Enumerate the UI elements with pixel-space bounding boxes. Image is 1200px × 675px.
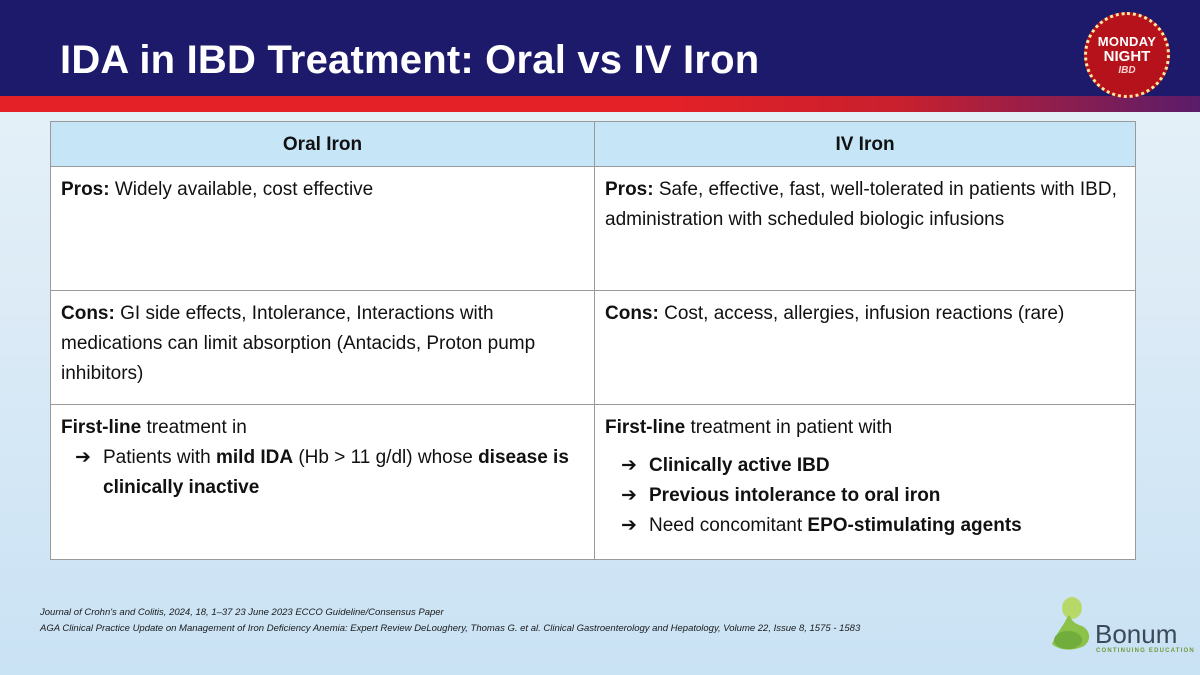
first-line-label: First-line	[605, 417, 686, 438]
list-item: ➔ Need concomitant EPO-stimulating agent…	[605, 511, 1125, 541]
cell-oral-first-line: First-line treatment in ➔ Patients with …	[50, 404, 595, 560]
iv-bullet-2: Previous intolerance to oral iron	[649, 485, 941, 506]
bonum-leaf-icon	[1052, 597, 1090, 650]
oral-first-line-lead: First-line treatment in	[61, 413, 584, 443]
oral-first-line-list: ➔ Patients with mild IDA (Hb > 11 g/dl) …	[61, 443, 584, 503]
oral-bullet-text-2: (Hb > 11 g/dl) whose	[293, 447, 479, 468]
cell-oral-cons: Cons: GI side effects, Intolerance, Inte…	[50, 290, 595, 405]
oral-bullet-bold-2: disease is clinically inactive	[103, 447, 569, 498]
arrow-icon: ➔	[621, 455, 637, 476]
first-line-label: First-line	[61, 417, 142, 438]
arrow-icon: ➔	[621, 515, 637, 536]
iv-bullet-3-bold: EPO-stimulating agents	[807, 515, 1022, 536]
logo-line-1: MONDAY	[1097, 33, 1157, 49]
iv-bullet-1: Clinically active IBD	[649, 455, 830, 476]
header-iv-iron: IV Iron	[594, 121, 1136, 167]
pros-label: Pros:	[61, 179, 115, 200]
table-row-pros: Pros: Widely available, cost effective P…	[50, 166, 1136, 291]
bonum-wordmark: Bonum	[1095, 619, 1178, 649]
monday-night-ibd-logo: MONDAY NIGHT IBD	[1084, 12, 1170, 98]
table-header-row: Oral Iron IV Iron	[50, 121, 1136, 167]
cell-iv-pros: Pros: Safe, effective, fast, well-tolera…	[594, 166, 1136, 291]
comparison-table: Oral Iron IV Iron Pros: Widely available…	[50, 121, 1136, 560]
cons-label: Cons:	[61, 303, 121, 324]
cell-iv-cons: Cons: Cost, access, allergies, infusion …	[594, 290, 1136, 405]
oral-pros-text: Widely available, cost effective	[114, 179, 374, 200]
header-stripe	[0, 96, 1200, 112]
arrow-icon: ➔	[75, 447, 91, 468]
iv-bullet-3-text: Need concomitant	[649, 515, 808, 536]
iv-lead-rest: treatment in patient with	[685, 417, 893, 438]
pros-label: Pros:	[605, 179, 659, 200]
cell-oral-pros: Pros: Widely available, cost effective	[50, 166, 595, 291]
oral-bullet-bold-1: mild IDA	[216, 447, 294, 468]
list-item: ➔ Previous intolerance to oral iron	[605, 481, 1125, 511]
logo-line-3: IBD	[1118, 64, 1136, 76]
oral-cons-text: GI side effects, Intolerance, Interactio…	[61, 303, 536, 384]
header-oral-iron: Oral Iron	[50, 121, 595, 167]
arrow-icon: ➔	[621, 485, 637, 506]
iv-cons-text: Cost, access, allergies, infusion reacti…	[664, 303, 1065, 324]
logo-line-2: NIGHT	[1103, 47, 1151, 65]
reference-2: AGA Clinical Practice Update on Manageme…	[40, 623, 861, 634]
oral-bullet-text-1: Patients with	[103, 447, 216, 468]
cell-iv-first-line: First-line treatment in patient with ➔ C…	[594, 404, 1136, 560]
list-item: ➔ Patients with mild IDA (Hb > 11 g/dl) …	[61, 443, 584, 503]
bonum-tagline: CONTINUING EDUCATION	[1096, 648, 1195, 654]
iv-pros-text: Safe, effective, fast, well-tolerated in…	[605, 179, 1117, 230]
iv-first-line-lead: First-line treatment in patient with	[605, 413, 1125, 443]
reference-1: Journal of Crohn's and Colitis, 2024, 18…	[40, 607, 444, 618]
oral-lead-rest: treatment in	[141, 417, 247, 438]
list-item: ➔ Clinically active IBD	[605, 451, 1125, 481]
slide-title: IDA in IBD Treatment: Oral vs IV Iron	[60, 38, 760, 82]
table-row-cons: Cons: GI side effects, Intolerance, Inte…	[50, 290, 1136, 405]
table-row-first-line: First-line treatment in ➔ Patients with …	[50, 404, 1136, 560]
iv-first-line-list: ➔ Clinically active IBD ➔ Previous intol…	[605, 451, 1125, 541]
cons-label: Cons:	[605, 303, 665, 324]
references: Journal of Crohn's and Colitis, 2024, 18…	[40, 605, 860, 637]
header-bar: IDA in IBD Treatment: Oral vs IV Iron	[0, 0, 1200, 96]
